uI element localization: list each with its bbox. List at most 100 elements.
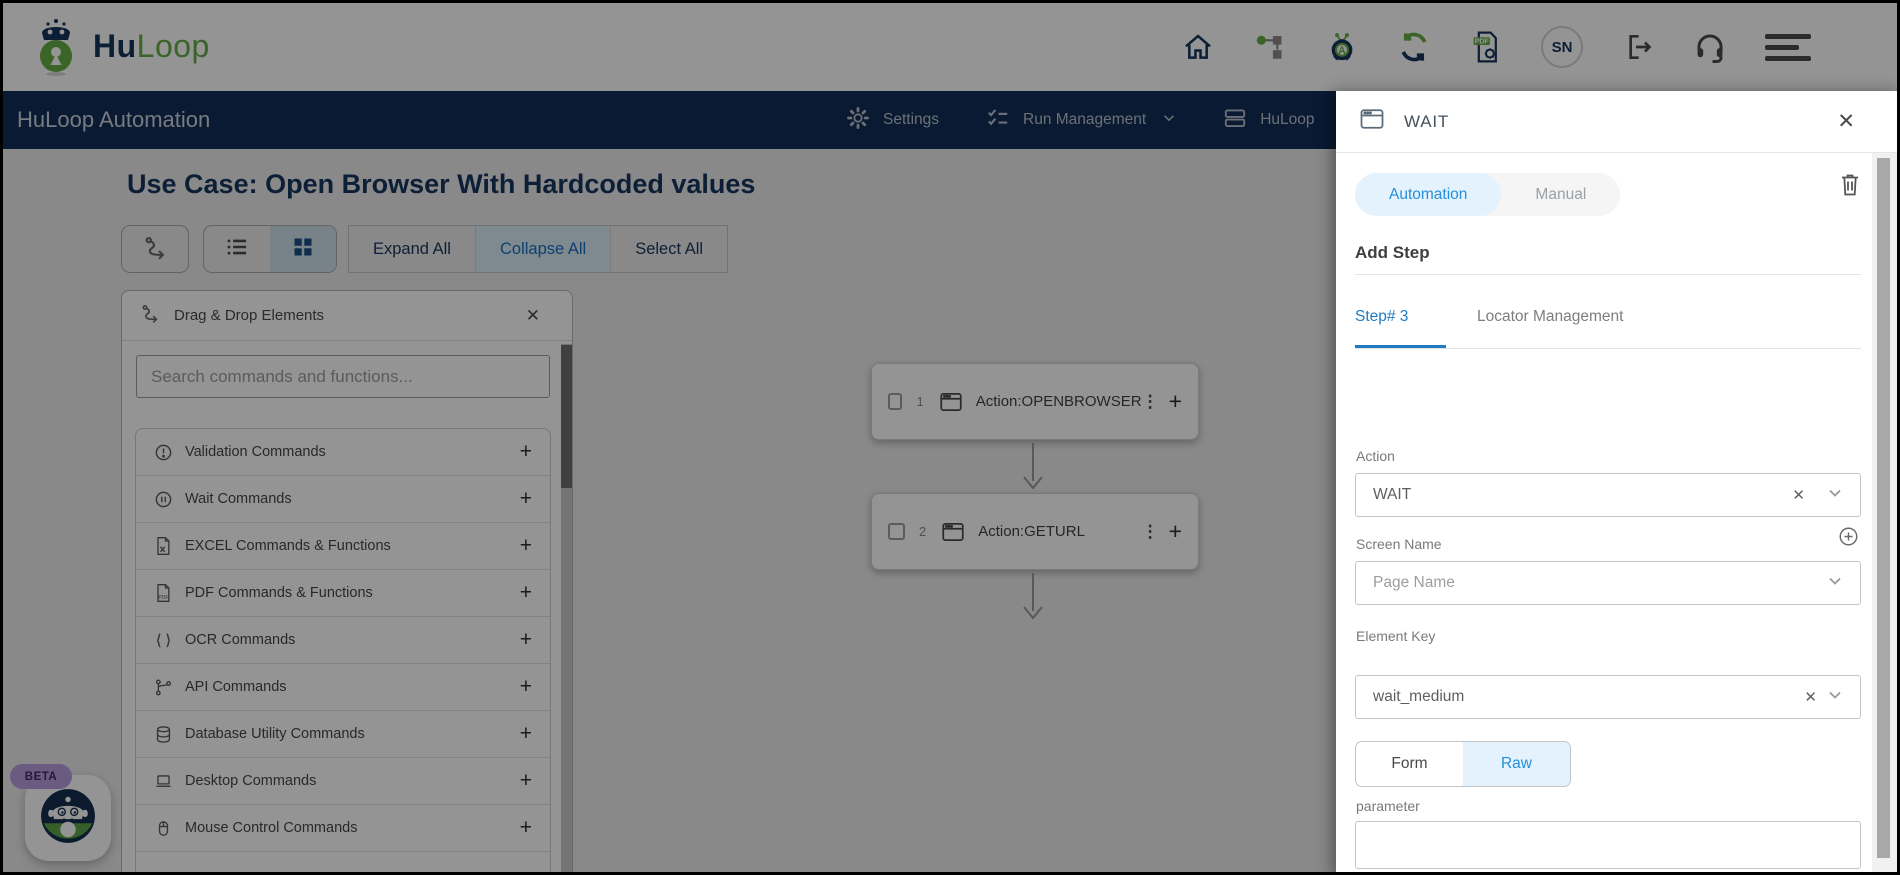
command-category-list: Validation Commands + Wait Commands + EX… — [135, 428, 551, 872]
category-label: Database Utility Commands — [185, 726, 365, 742]
grid-view-button[interactable] — [270, 226, 336, 272]
tab-automation[interactable]: Automation — [1355, 173, 1502, 216]
expand-category-icon[interactable]: + — [519, 816, 532, 839]
browser-window-icon — [940, 519, 966, 545]
category-database[interactable]: Database Utility Commands + — [136, 711, 550, 758]
assistant-bot-button[interactable] — [25, 775, 111, 861]
scrollbar-thumb[interactable] — [561, 345, 572, 488]
collapse-all-button[interactable]: Collapse All — [475, 226, 612, 272]
step-editor-drawer: WAIT ✕ Automation Manual Add Step Step# … — [1336, 91, 1897, 872]
expand-category-icon[interactable]: + — [519, 440, 532, 463]
select-all-button[interactable]: Select All — [635, 239, 704, 258]
category-label: EXCEL Commands & Functions — [185, 538, 391, 554]
screen-name-select[interactable]: Page Name — [1355, 561, 1861, 605]
node-menu-icon[interactable]: ⋮ — [1141, 521, 1159, 541]
home-icon[interactable] — [1181, 30, 1215, 64]
category-desktop[interactable]: Desktop Commands + — [136, 758, 550, 805]
node-add-icon[interactable]: + — [1168, 388, 1182, 414]
checklist-icon — [985, 105, 1011, 136]
expand-category-icon[interactable]: + — [519, 628, 532, 651]
chevron-down-icon[interactable] — [1827, 687, 1843, 708]
category-mouse[interactable]: Mouse Control Commands + — [136, 805, 550, 852]
flow-node-openbrowser[interactable]: 1 Action:OPENBROWSER ⋮ + — [871, 363, 1199, 440]
bulk-actions-group: Expand All Collapse All Select All — [348, 225, 729, 273]
action-value: WAIT — [1373, 486, 1412, 503]
view-toggle — [203, 225, 337, 273]
expand-category-icon[interactable]: + — [519, 581, 532, 604]
close-icon[interactable]: ✕ — [525, 305, 540, 325]
category-pdf[interactable]: PDF PDF Commands & Functions + — [136, 570, 550, 617]
huloop-logo[interactable]: HuLoop — [29, 11, 210, 82]
flow-view-button[interactable] — [121, 225, 189, 273]
category-excel[interactable]: EXCEL Commands & Functions + — [136, 523, 550, 570]
element-key-select[interactable]: wait_medium ✕ — [1355, 675, 1861, 719]
drawer-title: WAIT — [1404, 111, 1450, 131]
raw-tab[interactable]: Raw — [1463, 742, 1570, 786]
category-ocr[interactable]: OCR Commands + — [136, 617, 550, 664]
expand-category-icon[interactable]: + — [519, 722, 532, 745]
node-number: 1 — [916, 394, 924, 409]
category-validation[interactable]: Validation Commands + — [136, 429, 550, 476]
nav-label: Settings — [883, 111, 940, 128]
mode-toggle: Automation Manual — [1355, 173, 1621, 216]
chevron-down-icon[interactable] — [1827, 573, 1843, 594]
panels-icon — [1222, 105, 1248, 136]
tab-manual[interactable]: Manual — [1535, 185, 1587, 203]
form-tab[interactable]: Form — [1391, 755, 1428, 772]
validation-icon — [152, 443, 174, 462]
tab-locator-management[interactable]: Locator Management — [1477, 308, 1624, 325]
expand-category-icon[interactable]: + — [519, 487, 532, 510]
section-title: Add Step — [1355, 243, 1430, 262]
logout-icon[interactable] — [1621, 30, 1655, 64]
expand-category-icon[interactable]: + — [519, 675, 532, 698]
panel-scrollbar[interactable] — [561, 344, 572, 872]
tab-step[interactable]: Step# 3 — [1355, 308, 1409, 325]
add-screen-icon[interactable] — [1837, 525, 1860, 553]
category-label: Wait Commands — [185, 491, 292, 507]
node-checkbox[interactable] — [888, 393, 903, 410]
svg-text:PDF: PDF — [1475, 38, 1490, 45]
drawer-scrollbar[interactable] — [1872, 153, 1897, 872]
parameter-input[interactable] — [1355, 821, 1861, 869]
workflow-icon[interactable] — [1253, 30, 1287, 64]
ocr-icon — [152, 631, 174, 650]
nav-item-run-management[interactable]: Run Management — [985, 105, 1176, 136]
close-icon[interactable]: ✕ — [1837, 110, 1855, 133]
clear-icon[interactable]: ✕ — [1792, 487, 1805, 504]
api-icon — [152, 678, 174, 697]
category-wait[interactable]: Wait Commands + — [136, 476, 550, 523]
expand-category-icon[interactable]: + — [519, 534, 532, 557]
menu-icon[interactable] — [1765, 33, 1811, 61]
route-icon — [138, 301, 162, 330]
node-add-icon[interactable]: + — [1168, 518, 1182, 544]
delete-step-icon[interactable] — [1838, 171, 1862, 202]
action-select[interactable]: WAIT ✕ — [1355, 473, 1861, 517]
nav-item-settings[interactable]: Settings — [845, 105, 939, 136]
pdf-report-icon[interactable]: PDF — [1469, 30, 1503, 64]
expand-category-icon[interactable]: + — [519, 769, 532, 792]
parameter-label: parameter — [1356, 798, 1420, 814]
search-input[interactable] — [136, 355, 550, 398]
chevron-down-icon[interactable] — [1827, 485, 1843, 506]
excel-icon — [152, 536, 174, 556]
expand-all-button[interactable]: Expand All — [349, 226, 476, 272]
list-icon — [224, 234, 250, 265]
app-title: HuLoop Automation — [17, 107, 211, 132]
flow-arrow — [1023, 443, 1043, 490]
scrollbar-thumb[interactable] — [1877, 158, 1890, 858]
sync-icon[interactable] — [1397, 30, 1431, 64]
drag-drop-panel: Drag & Drop Elements ✕ Validation Comman… — [121, 290, 573, 872]
list-view-button[interactable] — [204, 226, 270, 272]
support-headset-icon[interactable] — [1693, 30, 1727, 64]
panel-title: Drag & Drop Elements — [174, 307, 325, 324]
category-api[interactable]: API Commands + — [136, 664, 550, 711]
clear-icon[interactable]: ✕ — [1804, 689, 1817, 706]
nav-item-huloop[interactable]: HuLoop — [1222, 105, 1315, 136]
node-checkbox[interactable] — [888, 523, 905, 540]
automation-bot-icon[interactable]: A — [1325, 30, 1359, 64]
node-menu-icon[interactable]: ⋮ — [1141, 391, 1159, 411]
mouse-icon — [152, 819, 174, 838]
flow-node-geturl[interactable]: 2 Action:GETURL ⋮ + — [871, 493, 1199, 570]
category-label: Validation Commands — [185, 444, 326, 460]
user-avatar[interactable]: SN — [1541, 26, 1583, 68]
